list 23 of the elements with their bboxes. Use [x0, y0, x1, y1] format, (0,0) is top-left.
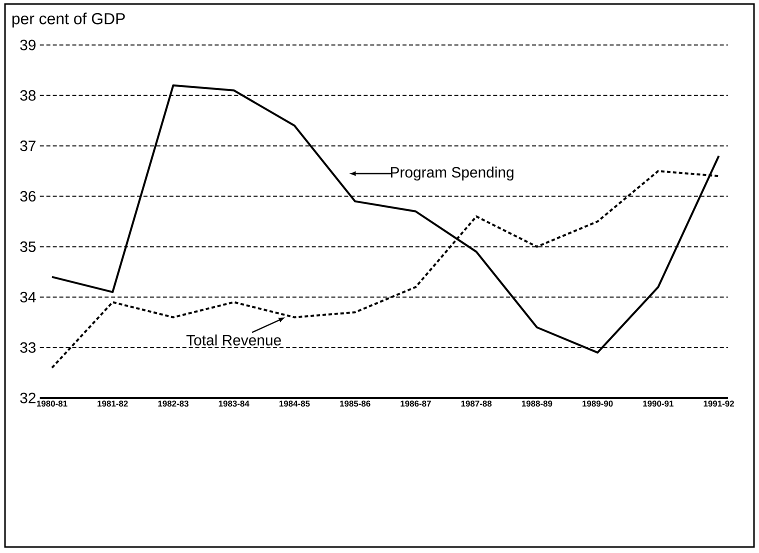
series-label: Total Revenue — [186, 334, 281, 346]
x-tick-label: 1988-89 — [522, 400, 552, 407]
x-tick-label: 1985-86 — [340, 400, 370, 407]
x-tick-label: 1990-91 — [643, 400, 674, 407]
x-tick-label: 1983-84 — [218, 400, 250, 407]
x-tick-label: 1987-88 — [461, 400, 492, 407]
x-tick-label: 1991-92 — [704, 400, 734, 407]
y-tick-label: 35 — [20, 241, 36, 252]
y-axis-title: per cent of GDP — [12, 12, 125, 28]
y-tick-label: 38 — [20, 90, 36, 101]
y-tick-label: 33 — [20, 342, 36, 353]
x-tick-label: 1980-81 — [37, 400, 68, 407]
y-tick-label: 36 — [20, 190, 36, 202]
x-tick-label: 1981-82 — [98, 400, 128, 407]
y-tick-label: 34 — [20, 292, 36, 302]
x-tick-label: 1989-90 — [582, 400, 613, 407]
legend-label: Program Spending — [390, 166, 514, 181]
x-tick-label: 1982-83 — [158, 400, 188, 407]
x-tick-label: 1984-85 — [279, 400, 310, 407]
y-tick-label: 39 — [20, 40, 36, 50]
x-tick-label: 1986-87 — [400, 400, 431, 407]
y-tick-label: 32 — [20, 392, 36, 404]
y-tick-label: 37 — [20, 140, 36, 152]
